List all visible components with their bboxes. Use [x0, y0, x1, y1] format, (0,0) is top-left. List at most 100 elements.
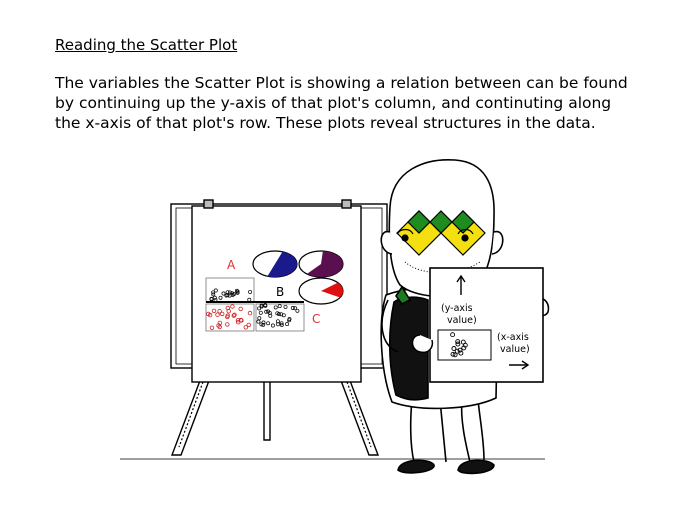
scatter-point	[235, 289, 240, 294]
scatter-point	[230, 291, 235, 296]
pie-slice	[306, 251, 344, 277]
scatter-point	[230, 304, 235, 309]
scatter-point	[221, 291, 226, 296]
scatter-point	[225, 290, 230, 295]
scatter-point	[450, 332, 456, 338]
scatter-point	[212, 295, 217, 300]
scatter-matrix: A B C	[205, 250, 344, 332]
scatter-point	[227, 290, 232, 295]
scatter-point	[258, 310, 263, 315]
scatter-point	[256, 319, 261, 324]
scatter-point	[261, 322, 266, 327]
eyes	[396, 228, 474, 242]
scatter-point	[266, 321, 271, 326]
scatter-point	[209, 325, 215, 330]
board-clip-left	[203, 199, 214, 209]
description-line: The variables the Scatter Plot is showin…	[55, 74, 628, 92]
pie-slice	[321, 282, 343, 298]
scatter-point	[243, 325, 248, 330]
scatter-point	[264, 309, 269, 314]
scatter-point	[454, 348, 460, 354]
right-arrow-head-icon	[521, 360, 530, 370]
up-arrow-head-icon	[456, 274, 466, 283]
scatter-point	[458, 350, 464, 356]
scatter-point	[283, 304, 288, 309]
scatter-point	[238, 317, 244, 323]
scatter-point	[211, 308, 217, 314]
scatter-point	[235, 318, 241, 323]
sign: (y-axis value) (x-axis value)	[429, 267, 544, 383]
scatter-point	[206, 311, 211, 317]
scatter-point	[279, 312, 284, 317]
scatter-point	[235, 320, 241, 325]
scatter-point	[215, 312, 220, 317]
description-line: the x-axis of that plot's row. These plo…	[55, 114, 596, 132]
scatter-point	[219, 311, 225, 317]
scatter-point	[225, 313, 230, 318]
scatter-point	[225, 322, 230, 327]
scatter-point	[231, 313, 236, 318]
scatter-point	[261, 320, 266, 325]
sign-scatter-box	[437, 329, 492, 361]
scatter-point	[257, 316, 262, 321]
glasses	[396, 210, 486, 256]
scatter-point	[273, 305, 278, 310]
scatter-point	[270, 323, 275, 328]
y-axis-label-line1: (y-axis	[441, 303, 473, 314]
left-ear	[380, 230, 393, 255]
scatter-point	[232, 312, 237, 317]
scatter-point	[259, 322, 264, 327]
pie-chart-right	[298, 277, 344, 305]
scatter-point	[275, 319, 280, 324]
scatter-cell-bottom-right	[256, 303, 300, 328]
easel-back-leg	[263, 379, 271, 441]
y-axis-label-line2: value)	[447, 315, 477, 326]
left-hand	[411, 334, 434, 354]
scatter-point	[257, 306, 262, 311]
scatter-point	[211, 292, 216, 297]
scatter-point	[295, 308, 300, 313]
scatter-point	[209, 297, 214, 302]
scatter-point	[275, 311, 280, 316]
scatter-point	[217, 324, 222, 330]
sign-scatter-points	[450, 332, 468, 358]
scatter-point	[213, 288, 218, 293]
scatter-point	[455, 339, 461, 345]
label-a: A	[227, 258, 236, 272]
scatter-point	[217, 309, 222, 314]
scatter-point	[285, 322, 290, 327]
scatter-point	[235, 290, 240, 295]
scatter-point	[451, 346, 457, 351]
scatter-point	[238, 306, 243, 312]
easel-front-right-leg	[338, 377, 380, 456]
scatter-point	[246, 322, 251, 328]
scatter-point	[287, 317, 292, 322]
x-axis-label-line2: value)	[500, 344, 530, 355]
scatter-point	[248, 289, 253, 294]
description-line: by continuing up the y-axis of that plot…	[55, 94, 612, 112]
label-b: B	[276, 285, 284, 299]
label-c: C	[312, 312, 320, 326]
scatter-cell-bottom-left	[206, 304, 253, 330]
scatter-point	[277, 304, 282, 309]
character-vest	[388, 296, 429, 401]
pie-chart-top-left	[252, 250, 298, 278]
description-paragraph: The variables the Scatter Plot is showin…	[55, 73, 675, 133]
scatter-point	[452, 352, 458, 358]
right-shoe	[457, 459, 495, 475]
scatter-point	[455, 341, 461, 347]
scatter-point	[263, 303, 268, 307]
pie-chart-top-right	[298, 250, 344, 278]
scatter-point	[457, 347, 463, 353]
scatter-point	[247, 310, 253, 316]
scatter-point	[267, 310, 272, 315]
scatter-point	[211, 290, 216, 295]
scatter-point	[259, 304, 264, 309]
x-axis-label-line1: (x-axis	[497, 332, 529, 343]
scatter-point	[224, 293, 229, 298]
scatter-point	[234, 288, 239, 293]
scatter-point	[225, 305, 230, 311]
scatter-point	[290, 306, 295, 310]
scatter-point	[462, 342, 468, 348]
